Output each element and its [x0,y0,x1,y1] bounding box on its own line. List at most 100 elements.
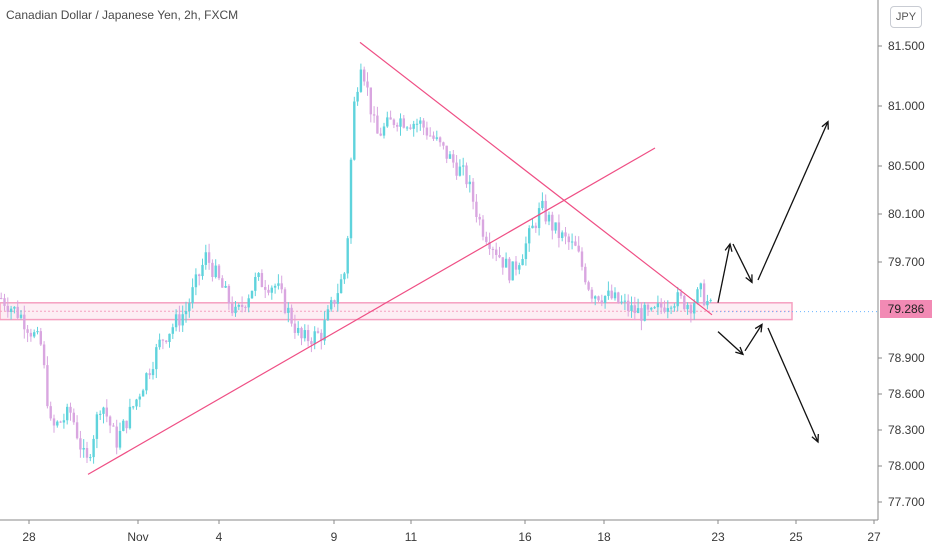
candle-body [640,308,643,321]
candle-body [511,261,514,281]
candle-body [283,289,287,313]
candle-body [561,232,564,238]
candle-body [273,285,277,288]
bearish-arrow-head [754,323,763,333]
candle-body [537,208,541,229]
candle-body [590,289,594,299]
candle-body [610,290,613,299]
candle-body [254,276,257,291]
candle-body [587,282,590,290]
candle-body [462,165,465,167]
candle-body [382,126,386,136]
candle-body [16,306,19,318]
candle-body [353,101,356,160]
candle-body [448,154,452,159]
candle-body [313,331,316,345]
candle-body [495,249,498,255]
candle-body [323,320,326,341]
currency-button[interactable]: JPY [890,6,922,28]
y-tick-label: 78.600 [888,387,925,401]
candle-body [501,257,504,268]
candle-body [66,406,69,421]
x-tick-label: 9 [331,530,338,544]
candle-body [580,251,584,267]
candle-body [3,298,6,306]
candle-body [412,123,415,129]
candle-body [326,309,330,321]
candle-body [689,304,693,314]
candle-body [217,265,221,279]
candle-body [29,332,33,337]
candle-body [287,307,290,313]
candle-body [643,304,646,321]
candle-body [178,314,181,326]
candle-body [702,283,706,306]
candle-body [92,438,95,458]
candle-body [9,308,13,313]
candle-body [650,307,653,310]
candle-body [498,254,501,258]
x-tick-label: Nov [127,530,148,544]
candle-body [52,418,56,426]
candle-body [211,262,214,278]
candle-body [224,285,227,288]
candle-body [237,304,240,307]
candle-body [89,457,92,459]
candle-body [458,166,462,176]
candle-body [145,373,148,391]
candle-body [693,303,696,314]
candle-body [227,285,231,304]
candle-body [389,117,392,120]
candle-body [85,448,89,458]
candle-body [204,252,207,265]
candle-body [663,307,666,312]
candle-body [356,91,359,102]
candle-body [112,425,115,427]
candle-body [333,300,336,304]
bullish-arrow [757,121,829,281]
candle-body [432,135,435,139]
descending-trendline [359,41,713,316]
candle-body [128,406,132,429]
candle-body [425,127,429,136]
candle-body [349,159,353,239]
candle-body [346,238,349,274]
bearish-arrow [744,324,763,352]
candle-body [125,420,128,429]
candle-body [709,300,712,302]
candle-body [630,305,633,311]
candle-body [188,303,191,312]
candle-body [257,273,260,277]
candle-body [372,114,376,116]
candle-body [6,305,9,313]
candle-body [270,287,273,293]
y-tick-label: 80.500 [888,159,925,173]
candle-body [541,200,544,209]
candle-body [379,133,382,136]
candle-body [316,331,320,333]
candle-body [363,69,366,82]
candle-body [171,327,174,334]
candle-body [69,406,72,413]
candle-body [306,330,310,342]
y-tick-label: 78.000 [888,459,925,473]
candle-body [686,304,689,310]
candle-body [567,236,570,243]
bearish-arrow-head [811,433,819,444]
candle-body [293,323,297,333]
candle-body [108,416,112,426]
candle-body [303,330,306,339]
candle-body [673,306,676,308]
candle-body [399,118,402,127]
candle-body [402,118,405,128]
candle-body [19,314,23,318]
y-tick-label: 81.500 [888,39,925,53]
candle-body [706,301,709,306]
candle-body [320,332,323,341]
candle-body [422,120,425,128]
candle-body [46,365,49,407]
candle-body [570,241,574,243]
candle-body [485,236,488,243]
candle-body [36,331,39,333]
